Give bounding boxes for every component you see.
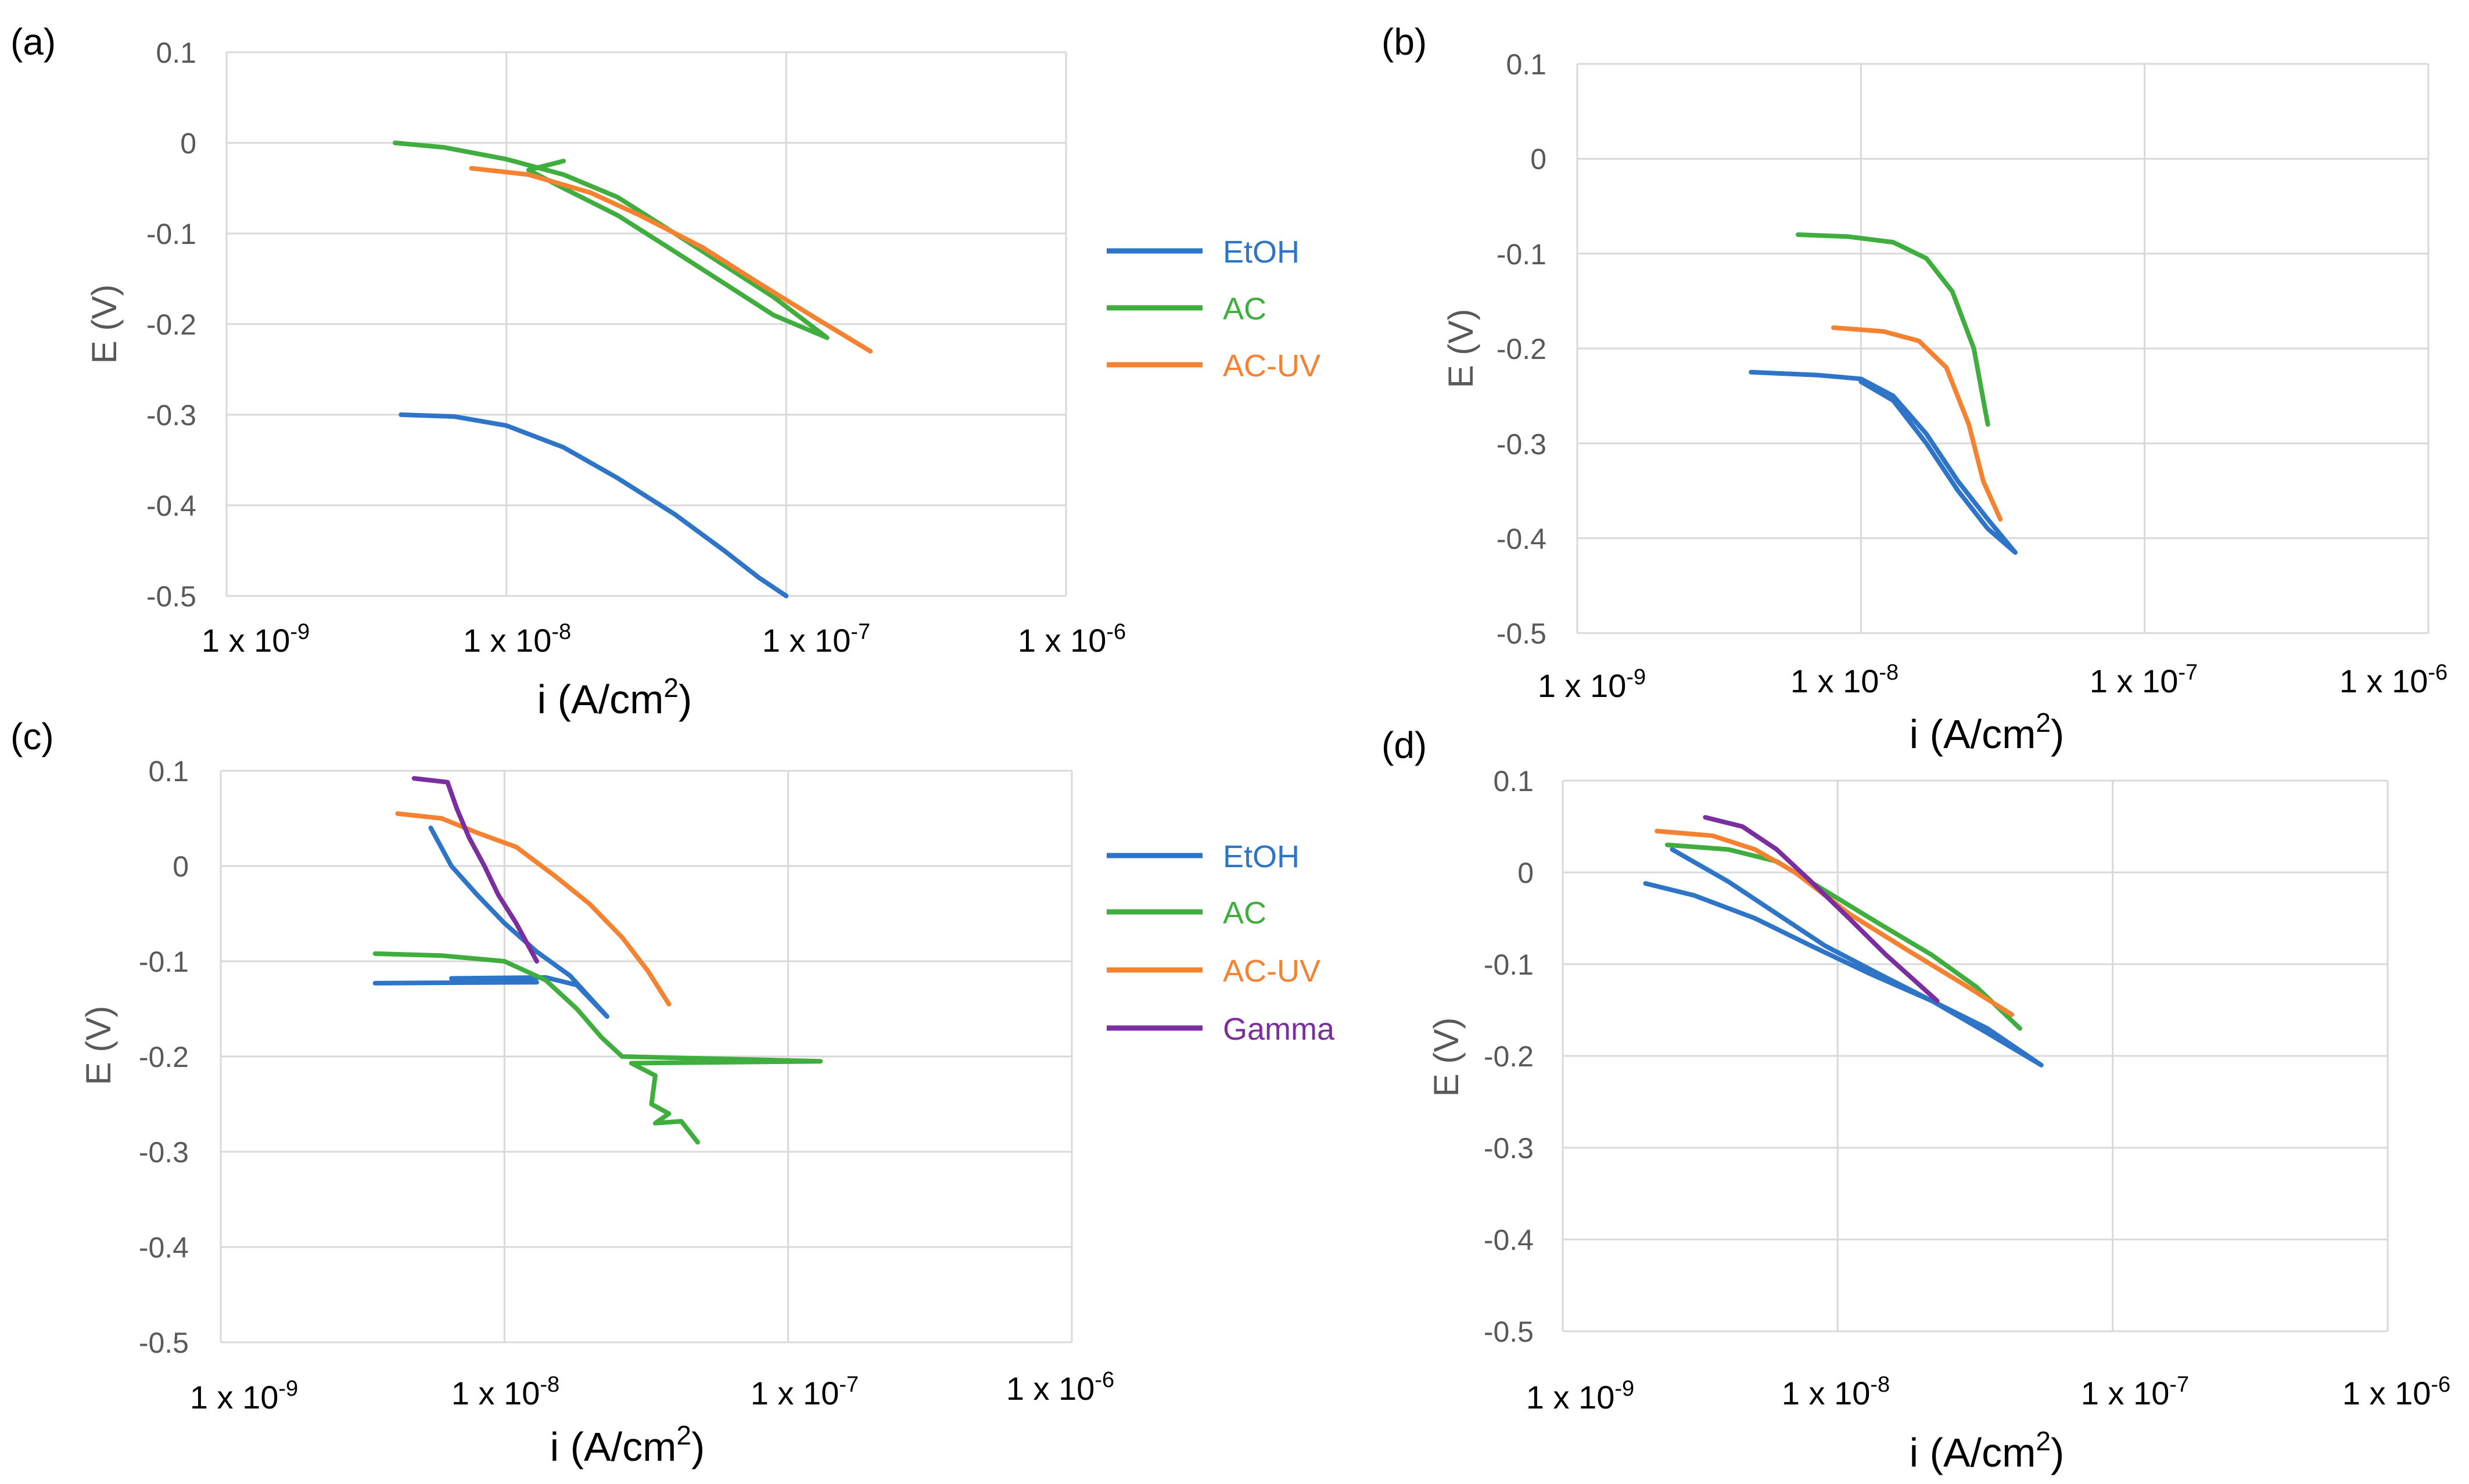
y-tick-label: 0.1 — [1493, 765, 1534, 797]
series-line-etoh — [1643, 847, 2044, 1068]
x-tick-label: 1 x 10-8 — [1782, 1372, 1890, 1411]
legend-label-etoh: EtOH — [1223, 839, 1300, 874]
panel-b-label: (b) — [1381, 21, 1427, 63]
series-line-ac — [1796, 232, 1990, 427]
panel-a-x-axis-title: i (A/cm2) — [537, 673, 692, 722]
y-tick-label: -0.3 — [1484, 1132, 1534, 1165]
panel-a-y-ticks: 0.1 0 -0.1 -0.2 -0.3 -0.4 -0.5 — [146, 37, 196, 613]
panel-c-legend: EtOH AC AC-UV Gamma — [1107, 839, 1335, 1047]
y-tick-label: -0.4 — [139, 1231, 189, 1264]
chart-panel-a: (a) 0.1 0 -0.1 -0.2 -0.3 -0.4 -0.5 1 x 1… — [10, 21, 1320, 722]
panel-a-series — [393, 141, 873, 598]
panel-d-label: (d) — [1381, 724, 1427, 766]
panel-d-series — [1643, 815, 2044, 1068]
panel-a-legend: EtOH AC AC-UV — [1107, 235, 1320, 383]
chart-panel-b: (b) 0.1 0 -0.1 -0.2 -0.3 -0.4 -0.5 1 x 1… — [1381, 21, 2448, 757]
panel-a-grid — [225, 51, 1067, 597]
series-line-ac-uv — [1831, 325, 2003, 522]
y-tick-label: -0.4 — [1484, 1224, 1534, 1256]
x-tick-label: 1 x 10-6 — [1018, 620, 1126, 659]
y-tick-label: -0.2 — [1497, 333, 1546, 365]
x-tick-label: 1 x 10-7 — [2090, 660, 2198, 699]
x-tick-label: 1 x 10-6 — [1006, 1368, 1114, 1407]
panel-a-y-axis-title: E (V) — [85, 285, 124, 364]
y-tick-label: -0.1 — [1484, 948, 1534, 981]
y-tick-label: -0.5 — [146, 580, 196, 613]
panel-c-y-axis-title: E (V) — [79, 1006, 118, 1086]
panel-d-x-axis-title: i (A/cm2) — [1910, 1426, 2065, 1475]
y-tick-label: -0.1 — [139, 946, 189, 978]
legend-label-ac: AC — [1223, 896, 1266, 930]
chart-panel-d: (d) 0.1 0 -0.1 -0.2 -0.3 -0.4 -0.5 1 x 1… — [1381, 724, 2450, 1475]
panel-b-y-ticks: 0.1 0 -0.1 -0.2 -0.3 -0.4 -0.5 — [1497, 48, 1546, 650]
y-tick-label: -0.3 — [146, 399, 196, 432]
legend-label-ac: AC — [1223, 292, 1266, 326]
x-tick-label: 1 x 10-7 — [762, 620, 870, 659]
series-line-ac — [393, 141, 830, 340]
panel-b-x-ticks: 1 x 10-9 1 x 10-8 1 x 10-7 1 x 10-6 — [1538, 660, 2448, 704]
y-tick-label: -0.1 — [146, 218, 196, 250]
panel-d-grid — [1562, 779, 2389, 1332]
panel-c-x-ticks: 1 x 10-9 1 x 10-8 1 x 10-7 1 x 10-6 — [190, 1368, 1114, 1415]
x-tick-label: 1 x 10-9 — [1526, 1377, 1634, 1415]
legend-label-ac-uv: AC-UV — [1223, 348, 1320, 383]
y-tick-label: -0.4 — [146, 490, 196, 522]
y-tick-label: 0 — [180, 127, 196, 160]
chart-panel-c: (c) 0.1 0 -0.1 -0.2 -0.3 -0.4 -0.5 1 x 1… — [10, 716, 1335, 1469]
x-tick-label: 1 x 10-9 — [190, 1377, 298, 1415]
y-tick-label: -0.4 — [1497, 523, 1546, 555]
panel-c-label: (c) — [10, 716, 54, 757]
y-tick-label: -0.5 — [1497, 617, 1546, 650]
series-line-etoh — [372, 825, 609, 1019]
series-line-ac-uv — [469, 166, 873, 354]
y-tick-label: 0 — [173, 850, 189, 883]
panel-c-x-axis-title: i (A/cm2) — [550, 1420, 705, 1469]
y-tick-label: -0.3 — [139, 1136, 189, 1169]
legend-label-ac-uv: AC-UV — [1223, 954, 1320, 989]
y-tick-label: -0.5 — [139, 1327, 189, 1359]
y-tick-label: 0.1 — [148, 755, 189, 788]
y-tick-label: -0.2 — [1484, 1040, 1534, 1073]
series-line-gamma — [411, 776, 539, 964]
x-tick-label: 1 x 10-7 — [2081, 1372, 2189, 1411]
y-tick-label: -0.1 — [1497, 238, 1546, 271]
y-tick-label: 0 — [1530, 143, 1546, 175]
panel-b-x-axis-title: i (A/cm2) — [1910, 707, 2065, 757]
panel-a-x-ticks: 1 x 10-9 1 x 10-8 1 x 10-7 1 x 10-6 — [202, 620, 1126, 659]
panel-d-x-ticks: 1 x 10-9 1 x 10-8 1 x 10-7 1 x 10-6 — [1526, 1372, 2450, 1415]
y-tick-label: -0.5 — [1484, 1316, 1534, 1348]
y-tick-label: -0.3 — [1497, 428, 1546, 461]
series-line-ac-uv — [1655, 828, 2015, 1017]
x-tick-label: 1 x 10-6 — [2342, 1372, 2450, 1411]
x-tick-label: 1 x 10-8 — [463, 620, 571, 659]
panel-c-series — [372, 776, 823, 1145]
panel-b-y-axis-title: E (V) — [1441, 309, 1480, 389]
y-tick-label: 0.1 — [156, 37, 196, 69]
series-line-etoh — [1749, 369, 2018, 555]
series-line-gamma — [1703, 815, 1940, 1004]
x-tick-label: 1 x 10-6 — [2339, 660, 2448, 699]
panel-d-y-axis-title: E (V) — [1427, 1018, 1466, 1097]
legend-label-gamma: Gamma — [1223, 1012, 1335, 1047]
series-line-ac — [1665, 842, 2022, 1031]
y-tick-label: 0 — [1517, 857, 1534, 889]
y-tick-label: -0.2 — [139, 1041, 189, 1073]
x-tick-label: 1 x 10-9 — [1538, 665, 1646, 704]
panel-d-y-ticks: 0.1 0 -0.1 -0.2 -0.3 -0.4 -0.5 — [1484, 765, 1534, 1348]
x-tick-label: 1 x 10-7 — [751, 1372, 859, 1411]
panel-b-series — [1749, 232, 2018, 555]
series-line-ac — [372, 951, 823, 1145]
panel-c-y-ticks: 0.1 0 -0.1 -0.2 -0.3 -0.4 -0.5 — [139, 755, 189, 1359]
x-tick-label: 1 x 10-9 — [202, 620, 310, 659]
panel-b-grid — [1576, 63, 2429, 634]
panel-a-label: (a) — [10, 21, 56, 63]
y-tick-label: 0.1 — [1506, 48, 1546, 81]
x-tick-label: 1 x 10-8 — [1790, 660, 1899, 699]
x-tick-label: 1 x 10-8 — [451, 1372, 559, 1411]
series-line-ac-uv — [395, 811, 672, 1007]
legend-label-etoh: EtOH — [1223, 235, 1300, 270]
series-line-etoh — [399, 412, 789, 598]
y-tick-label: -0.2 — [146, 308, 196, 341]
